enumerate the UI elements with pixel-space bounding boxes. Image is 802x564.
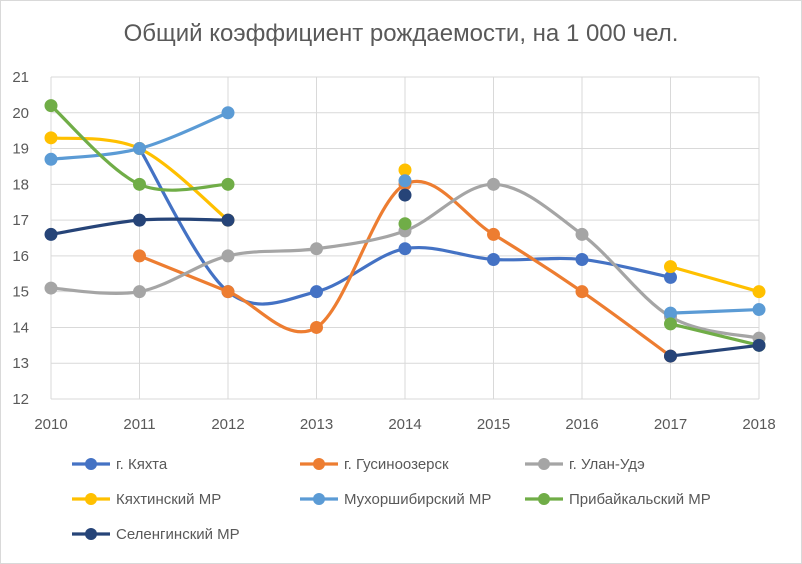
data-point	[398, 242, 412, 256]
legend-item: Мухоршибирский МР	[300, 491, 491, 508]
chart-title: Общий коэффициент рождаемости, на 1 000 …	[123, 20, 679, 47]
x-tick-label: 2014	[388, 416, 421, 433]
data-point	[133, 213, 146, 227]
data-point	[398, 188, 412, 202]
x-axis-ticks: 2010 2011 2012 2013 2014 2015 2016 2017 2018	[34, 416, 775, 433]
data-point	[664, 260, 677, 274]
legend-marker	[313, 458, 325, 470]
data-point	[221, 177, 235, 191]
y-tick-label: 12	[12, 391, 29, 408]
y-tick-label: 18	[12, 176, 29, 193]
data-point	[398, 163, 412, 177]
data-point	[752, 303, 766, 317]
series-line	[668, 265, 761, 294]
legend-label: Мухоршибирский МР	[344, 491, 491, 508]
legend-item: г. Гусиноозерск	[300, 456, 449, 473]
legend-label: г. Кяхта	[116, 456, 168, 473]
legend-item: г. Кяхта	[72, 456, 168, 473]
plot-area	[44, 99, 766, 363]
data-point	[752, 285, 766, 299]
data-point	[752, 338, 766, 352]
legend-item: Кяхтинский МР	[72, 491, 221, 508]
y-tick-label: 14	[12, 319, 29, 336]
legend-marker	[538, 493, 550, 505]
legend-label: г. Гусиноозерск	[344, 456, 449, 473]
legend-label: г. Улан-Удэ	[569, 456, 645, 473]
data-point	[44, 99, 58, 113]
legend-item: Прибайкальский МР	[525, 491, 711, 508]
data-point	[221, 106, 235, 120]
data-point	[664, 306, 677, 320]
data-point	[133, 177, 146, 191]
series-line	[668, 307, 761, 315]
legend-label: Селенгинский МР	[116, 526, 240, 543]
data-point	[221, 213, 235, 227]
x-tick-label: 2015	[477, 416, 510, 433]
series-5	[44, 99, 766, 352]
y-tick-label: 21	[12, 69, 29, 86]
legend-marker	[85, 528, 97, 540]
data-point	[664, 270, 677, 284]
legend-label: Прибайкальский МР	[569, 491, 711, 508]
data-point	[398, 217, 412, 231]
data-point	[310, 320, 323, 334]
data-point	[44, 152, 58, 166]
data-point	[575, 252, 589, 266]
data-point	[133, 285, 146, 299]
series-line	[49, 182, 761, 340]
data-point	[487, 177, 500, 191]
legend-marker	[85, 458, 97, 470]
legend-marker	[538, 458, 550, 470]
series-6	[44, 188, 766, 363]
data-point	[44, 281, 58, 295]
y-tick-label: 17	[12, 212, 29, 229]
y-tick-label: 20	[12, 105, 29, 122]
x-tick-label: 2013	[300, 416, 333, 433]
data-point	[310, 242, 323, 256]
x-tick-label: 2010	[34, 416, 67, 433]
legend: г. Кяхта г. Гусиноозерск г. Улан-Удэ Кяхтин…	[72, 456, 711, 543]
x-tick-label: 2017	[654, 416, 687, 433]
y-tick-label: 19	[12, 141, 29, 158]
y-tick-label: 15	[12, 284, 29, 301]
legend-marker	[313, 493, 325, 505]
legend-item: Селенгинский МР	[72, 526, 240, 543]
gridlines	[50, 76, 760, 400]
series-4	[44, 106, 766, 320]
data-point	[133, 249, 146, 263]
legend-marker	[85, 493, 97, 505]
data-point	[487, 227, 500, 241]
data-point	[575, 227, 589, 241]
data-point	[398, 174, 412, 188]
data-point	[664, 317, 677, 331]
x-tick-label: 2012	[211, 416, 244, 433]
data-point	[664, 349, 677, 363]
data-point	[221, 285, 235, 299]
legend-item: г. Улан-Удэ	[525, 456, 645, 473]
data-point	[221, 249, 235, 263]
x-tick-label: 2016	[565, 416, 598, 433]
series-line	[668, 343, 761, 358]
data-point	[487, 252, 500, 266]
data-point	[44, 131, 58, 145]
data-point	[575, 285, 589, 299]
y-tick-label: 13	[12, 355, 29, 372]
data-point	[44, 227, 58, 241]
legend-label: Кяхтинский МР	[116, 491, 221, 508]
data-point	[133, 142, 146, 156]
data-point	[310, 285, 323, 299]
x-tick-label: 2018	[742, 416, 775, 433]
y-tick-label: 16	[12, 248, 29, 265]
x-tick-label: 2011	[123, 416, 155, 433]
y-axis-ticks: 12 13 14 15 16 17 18 19 20 21	[12, 69, 29, 408]
